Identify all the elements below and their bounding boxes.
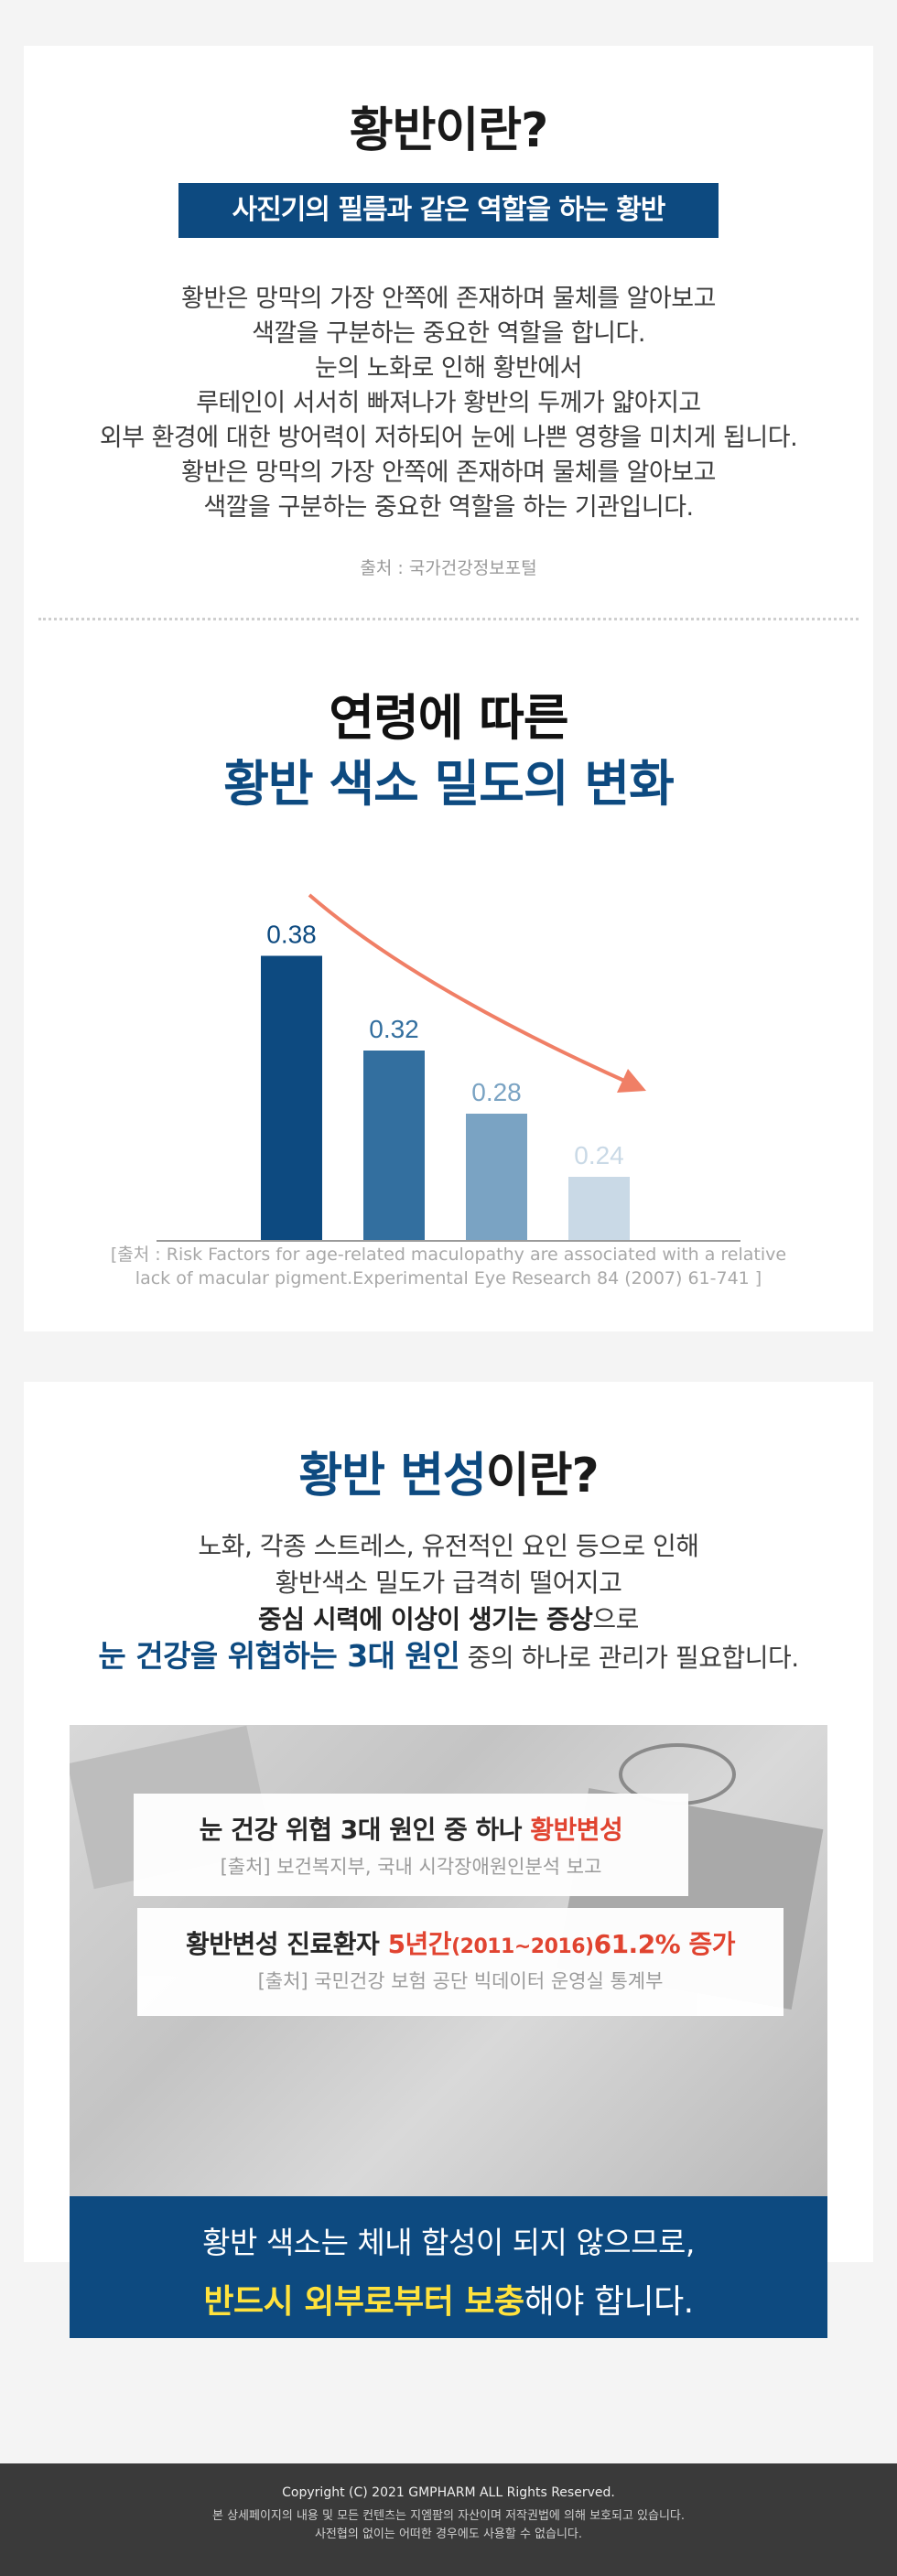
source-note: 출처 : 국가건강정보포털 (360, 558, 537, 578)
stat-source: [출처] 국민건강 보험 공단 빅데이터 운영실 통계부 (257, 1970, 664, 1992)
description-line: 루테인이 서서히 빠져나가 황반의 두께가 얇아지고 (196, 389, 701, 417)
description-line: 눈 건강을 위협하는 3대 원인 중의 하나로 관리가 필요합니다. (24, 1638, 873, 1676)
supplement-banner: 황반 색소는 체내 합성이 되지 않으므로, 반드시 외부로부터 보충해야 합니… (70, 2196, 827, 2338)
chart-source-line: [출처 : Risk Factors for age-related macul… (110, 1245, 787, 1265)
banner-text: 해야 합니다. (524, 2283, 695, 2321)
chart-bar (466, 1114, 527, 1240)
pigment-density-chart: 0.38 0.32 0.28 0.24 (24, 851, 873, 1263)
stat-box-increase: 황반변성 진료환자 5년간(2011~2016)61.2% 증가 [출처] 국민… (137, 1908, 784, 2016)
description-line: 색깔을 구분하는 중요한 역할을 합니다. (252, 319, 645, 348)
trend-arrow-line (308, 893, 633, 1086)
section-title: 황반 변성이란? (24, 1437, 873, 1505)
chart-title-line1: 연령에 따른 (329, 689, 568, 747)
stat-highlight: 5년간 (387, 1929, 452, 1959)
description-line: 눈의 노화로 인해 황반에서 (315, 354, 583, 383)
section-title: 황반이란? (349, 103, 549, 158)
stat-period: (2011~2016) (451, 1935, 594, 1958)
stat-highlight: 61.2% 증가 (593, 1929, 736, 1959)
plain-text: 으로 (592, 1604, 639, 1634)
notice-line: 본 상세페이지의 내용 및 모든 컨텐츠는 지엠팜의 자산이며 저작권법에 의해… (211, 2509, 686, 2523)
chart-bar (363, 1051, 425, 1240)
description-line: 노화, 각종 스트레스, 유전적인 요인 등으로 인해 (198, 1531, 699, 1561)
bar-value-label: 0.24 (574, 1141, 624, 1169)
description-line: 황반색소 밀도가 급격히 떨어지고 (275, 1568, 622, 1598)
chart-title-line2: 황반 색소 밀도의 변화 (223, 755, 675, 813)
bar-value-label: 0.32 (369, 1015, 419, 1043)
bar-value-label: 0.28 (471, 1078, 522, 1106)
copyright-text: Copyright (C) 2021 GMPHARM ALL Rights Re… (282, 2485, 615, 2500)
description-text: 황반은 망막의 가장 안쪽에 존재하며 물체를 알아보고 색깔을 구분하는 중요… (24, 282, 873, 525)
emphasis-text: 중심 시력에 이상이 생기는 증상 (258, 1604, 593, 1634)
banner-line: 반드시 외부로부터 보충해야 합니다. (70, 2275, 827, 2323)
banner-line: 황반 색소는 체내 합성이 되지 않으므로, (202, 2225, 695, 2260)
stat-text: 눈 건강 위협 3대 원인 중 하나 (199, 1815, 531, 1845)
page-footer: Copyright (C) 2021 GMPHARM ALL Rights Re… (0, 2463, 897, 2576)
banner-highlight: 반드시 외부로부터 보충 (203, 2283, 524, 2321)
chart-source-line: lack of macular pigment.Experimental Eye… (135, 1268, 762, 1288)
trend-arrow-head (617, 1069, 646, 1093)
description-line: 중심 시력에 이상이 생기는 증상으로 (24, 1601, 873, 1638)
stat-main: 황반변성 진료환자 5년간(2011~2016)61.2% 증가 (137, 1924, 784, 1961)
description-text: 노화, 각종 스트레스, 유전적인 요인 등으로 인해 황반색소 밀도가 급격히… (24, 1528, 873, 1676)
stat-source: [출처] 보건복지부, 국내 시각장애원인분석 보고 (220, 1856, 602, 1878)
bar-chart-svg: 0.38 0.32 0.28 0.24 (157, 893, 740, 1242)
description-line: 색깔을 구분하는 중요한 역할을 하는 기관입니다. (203, 493, 694, 522)
macular-degeneration-card: 황반 변성이란? 노화, 각종 스트레스, 유전적인 요인 등으로 인해 황반색… (24, 1382, 873, 2338)
bar-value-label: 0.38 (266, 921, 317, 949)
dotted-divider (38, 618, 859, 620)
chart-bar (261, 955, 322, 1240)
stat-main: 눈 건강 위협 3대 원인 중 하나 황반변성 (134, 1810, 688, 1847)
eye-exam-desk-photo: 눈 건강 위협 3대 원인 중 하나 황반변성 [출처] 보건복지부, 국내 시… (70, 1725, 827, 2201)
stat-text: 황반변성 진료환자 (185, 1929, 388, 1959)
chart-source-note: [출처 : Risk Factors for age-related macul… (24, 1243, 873, 1290)
stat-highlight: 황반변성 (530, 1815, 623, 1845)
notice-line: 사전협의 없이는 어떠한 경우에도 사용할 수 없습니다. (314, 2527, 583, 2541)
description-line: 황반은 망막의 가장 안쪽에 존재하며 물체를 알아보고 (181, 285, 716, 313)
stat-box-risk: 눈 건강 위협 3대 원인 중 하나 황반변성 [출처] 보건복지부, 국내 시… (134, 1794, 688, 1896)
subtitle-badge: 사진기의 필름과 같은 역할을 하는 황반 (178, 183, 719, 238)
macula-info-card: 황반이란? 사진기의 필름과 같은 역할을 하는 황반 황반은 망막의 가장 안… (24, 46, 873, 1331)
copyright-notice: 본 상세페이지의 내용 및 모든 컨텐츠는 지엠팜의 자산이며 저작권법에 의해… (0, 2507, 897, 2544)
title-highlight: 황반 변성 (298, 1449, 486, 1504)
description-line: 외부 환경에 대한 방어력이 저하되어 눈에 나쁜 영향을 미치게 됩니다. (99, 424, 798, 452)
chart-bar (568, 1177, 630, 1240)
description-line: 황반은 망막의 가장 안쪽에 존재하며 물체를 알아보고 (181, 458, 716, 487)
plain-text: 중의 하나로 관리가 필요합니다. (459, 1643, 800, 1673)
emphasis-text: 눈 건강을 위협하는 3대 원인 (98, 1638, 460, 1674)
title-rest: 이란? (485, 1449, 600, 1504)
